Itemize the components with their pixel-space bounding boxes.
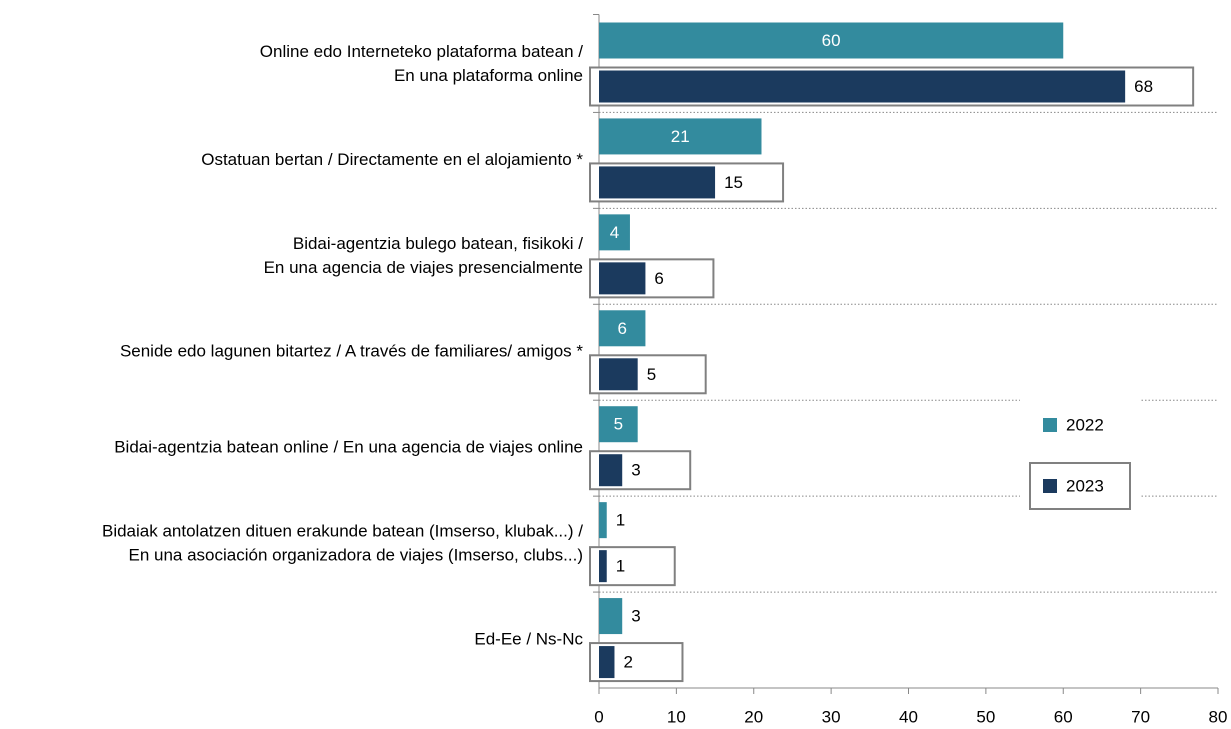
legend-swatch <box>1043 479 1057 493</box>
category-label: Ed-Ee / Ns-Nc <box>474 630 583 649</box>
category-label: Bidaiak antolatzen dituen erakunde batea… <box>102 522 583 541</box>
value-label: 21 <box>671 127 690 146</box>
x-tick-label: 50 <box>976 707 995 726</box>
value-label: 2 <box>623 653 632 672</box>
legend-swatch <box>1043 418 1057 432</box>
value-label: 6 <box>654 269 663 288</box>
value-label: 68 <box>1134 77 1153 96</box>
value-label: 6 <box>617 319 626 338</box>
value-label: 1 <box>616 557 625 576</box>
value-label: 4 <box>610 223 619 242</box>
x-tick-label: 20 <box>744 707 763 726</box>
bar <box>599 166 716 199</box>
bar <box>599 310 646 347</box>
category-label: Bidai-agentzia bulego batean, fisikoki / <box>293 234 583 253</box>
bar <box>599 646 615 679</box>
bar <box>599 22 1064 59</box>
bar <box>599 598 623 635</box>
x-tick-label: 60 <box>1054 707 1073 726</box>
bar <box>599 118 762 155</box>
bar <box>599 550 607 583</box>
value-label: 3 <box>631 607 640 626</box>
category-label: Senide edo lagunen bitartez / A través d… <box>120 342 583 361</box>
bar <box>599 406 638 443</box>
category-label: Online edo Interneteko plataforma batean… <box>260 42 583 61</box>
value-label: 5 <box>647 365 656 384</box>
bar <box>599 454 623 487</box>
bar <box>599 502 607 539</box>
legend-label: 2022 <box>1066 415 1104 434</box>
value-label: 15 <box>724 173 743 192</box>
category-label: Ostatuan bertan / Directamente en el alo… <box>201 150 583 169</box>
category-label: Bidai-agentzia batean online / En una ag… <box>114 438 583 457</box>
x-tick-label: 0 <box>594 707 603 726</box>
x-tick-label: 80 <box>1209 707 1228 726</box>
value-label: 5 <box>614 415 623 434</box>
value-label: 3 <box>631 461 640 480</box>
bar <box>599 214 630 251</box>
bar <box>599 70 1126 103</box>
value-label: 60 <box>822 31 841 50</box>
x-tick-label: 40 <box>899 707 918 726</box>
category-label: En una asociación organizadora de viajes… <box>128 546 583 565</box>
legend-label: 2023 <box>1066 476 1104 495</box>
value-label: 1 <box>616 511 625 530</box>
category-label: En una plataforma online <box>394 66 583 85</box>
bar <box>599 262 646 295</box>
x-tick-label: 70 <box>1131 707 1150 726</box>
bar <box>599 358 638 391</box>
x-tick-label: 30 <box>822 707 841 726</box>
category-label: En una agencia de viajes presencialmente <box>264 258 583 277</box>
x-tick-label: 10 <box>667 707 686 726</box>
